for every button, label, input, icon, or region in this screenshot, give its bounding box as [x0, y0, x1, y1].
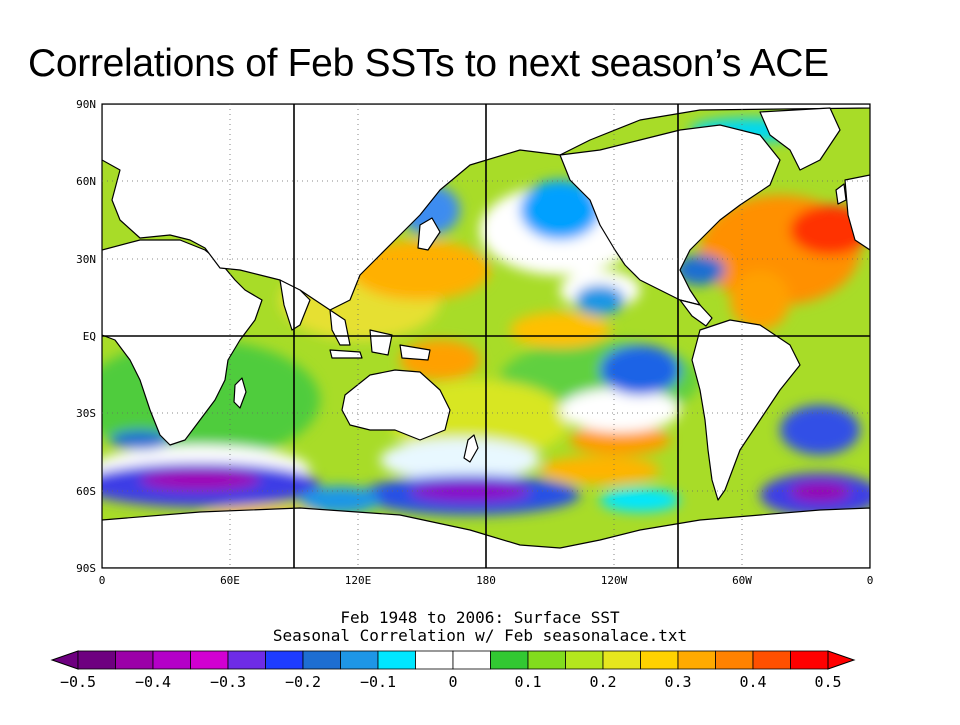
lon-label: 60W	[732, 574, 752, 587]
colorbar-arrow-left	[50, 650, 79, 670]
colorbar-swatch	[490, 650, 529, 670]
lon-label: 180	[476, 574, 496, 587]
lon-label: 60E	[220, 574, 240, 587]
colorbar-tick-label: 0.2	[589, 673, 616, 691]
lon-label: 120E	[345, 574, 372, 587]
colorbar-swatch	[77, 650, 116, 670]
colorbar-swatch	[190, 650, 229, 670]
lat-label: 60S	[76, 485, 96, 498]
colorbar-tick-label: −0.2	[285, 673, 321, 691]
colorbar-tick-label: −0.4	[135, 673, 171, 691]
colorbar-labels: −0.5 −0.4 −0.3 −0.2 −0.1 0 0.1 0.2 0.3 0.4 0.5	[60, 673, 842, 691]
colorbar-swatch	[302, 650, 341, 670]
caption-line-2: Seasonal Correlation w/ Feb seasonalace.…	[272, 626, 688, 645]
colorbar-swatch	[790, 650, 829, 670]
lon-label: 0	[867, 574, 874, 587]
colorbar-swatch	[527, 650, 566, 670]
colorbar-swatch	[340, 650, 379, 670]
colorbar-tick-label: 0.5	[814, 673, 841, 691]
caption-line-1: Feb 1948 to 2006: Surface SST	[340, 608, 620, 627]
lat-labels: 90N 60N 30N EQ 30S 60S 90S	[76, 98, 96, 575]
page-title: Correlations of Feb SSTs to next season’…	[28, 42, 829, 85]
colorbar-swatch	[377, 650, 416, 670]
map-grid	[102, 104, 870, 568]
lat-label: EQ	[83, 330, 96, 343]
lat-label: 60N	[76, 175, 96, 188]
colorbar-swatch	[415, 650, 454, 670]
colorbar-swatch	[115, 650, 154, 670]
colorbar-tick-label: 0.1	[514, 673, 541, 691]
lat-label: 30N	[76, 253, 96, 266]
colorbar-swatch	[565, 650, 604, 670]
colorbar-arrow-right	[827, 650, 856, 670]
colorbar-tick-label: −0.3	[210, 673, 246, 691]
colorbar	[50, 650, 856, 670]
colorbar-swatch	[677, 650, 716, 670]
colorbar-swatch	[265, 650, 304, 670]
colorbar-tick-label: 0.3	[664, 673, 691, 691]
lat-label: 30S	[76, 407, 96, 420]
colorbar-tick-label: −0.1	[360, 673, 396, 691]
colorbar-tick-label: −0.5	[60, 673, 96, 691]
lat-label: 90N	[76, 98, 96, 111]
colorbar-swatch	[752, 650, 791, 670]
colorbar-swatch	[602, 650, 641, 670]
colorbar-swatch	[152, 650, 191, 670]
colorbar-tick-label: 0.4	[739, 673, 766, 691]
lat-label: 90S	[76, 562, 96, 575]
lon-label: 120W	[601, 574, 628, 587]
colorbar-swatch	[452, 650, 491, 670]
colorbar-tick-label: 0	[448, 673, 457, 691]
colorbar-swatch	[640, 650, 679, 670]
colorbar-swatch	[227, 650, 266, 670]
lon-label: 0	[99, 574, 106, 587]
lon-labels: 0 60E 120E 180 120W 60W 0	[99, 574, 874, 587]
colorbar-swatch	[715, 650, 754, 670]
